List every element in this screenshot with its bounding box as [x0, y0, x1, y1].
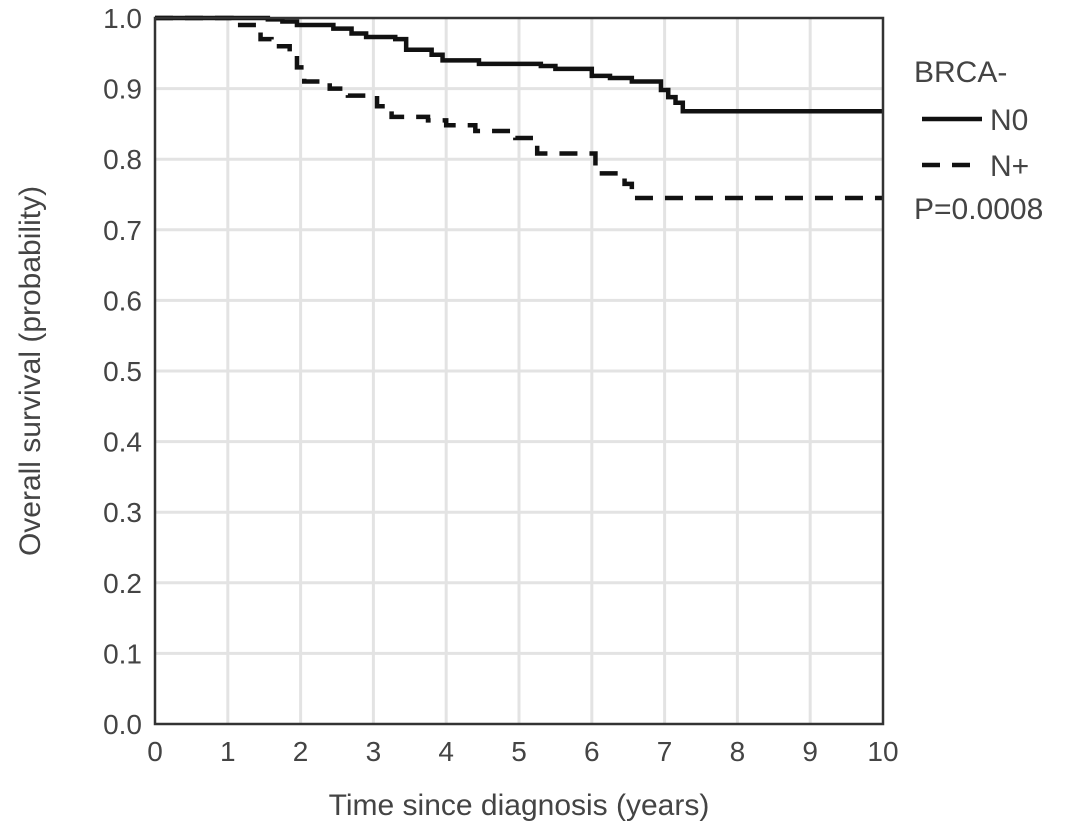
x-tick-label: 10 — [867, 736, 898, 767]
y-tick-label: 0.4 — [103, 427, 142, 458]
y-tick-label: 0.7 — [103, 215, 142, 246]
series-line-n0 — [155, 15, 883, 114]
y-tick-label: 0.8 — [103, 144, 142, 175]
y-tick-label: 0.0 — [103, 709, 142, 740]
x-tick-label: 6 — [584, 736, 600, 767]
plot-frame — [153, 16, 885, 726]
legend-title: BRCA- — [914, 56, 1007, 89]
y-tick-label: 0.9 — [103, 74, 142, 105]
y-tick-label: 0.3 — [103, 497, 142, 528]
x-tick-label: 7 — [657, 736, 673, 767]
legend-label-n0: N0 — [990, 104, 1028, 137]
y-tick-label: 0.5 — [103, 356, 142, 387]
x-tick-label: 2 — [293, 736, 309, 767]
y-tick-labels: 0.0 0.1 0.2 0.3 0.4 0.5 0.6 0.7 0.8 0.9 1.0 — [103, 3, 142, 740]
y-tick-label: 0.6 — [103, 285, 142, 316]
x-tick-label: 1 — [220, 736, 236, 767]
series-line-n-plus — [155, 15, 883, 201]
y-axis-title: Overall survival (probability) — [14, 186, 47, 556]
x-axis-title: Time since diagnosis (years) — [329, 789, 710, 822]
x-tick-label: 8 — [730, 736, 746, 767]
legend: BRCA- N0 N+ P=0.0008 — [914, 56, 1043, 226]
x-tick-label: 4 — [438, 736, 454, 767]
x-tick-label: 0 — [147, 736, 163, 767]
y-tick-label: 1.0 — [103, 3, 142, 34]
y-tick-label: 0.1 — [103, 638, 142, 669]
series-lines — [155, 15, 883, 201]
p-value-note: P=0.0008 — [914, 193, 1043, 226]
gridlines — [155, 18, 883, 724]
x-tick-label: 9 — [802, 736, 818, 767]
x-tick-labels: 0 1 2 3 4 5 6 7 8 9 10 — [147, 736, 898, 767]
legend-label-n-plus: N+ — [990, 150, 1029, 183]
x-tick-label: 5 — [511, 736, 527, 767]
x-tick-label: 3 — [366, 736, 382, 767]
y-tick-label: 0.2 — [103, 568, 142, 599]
